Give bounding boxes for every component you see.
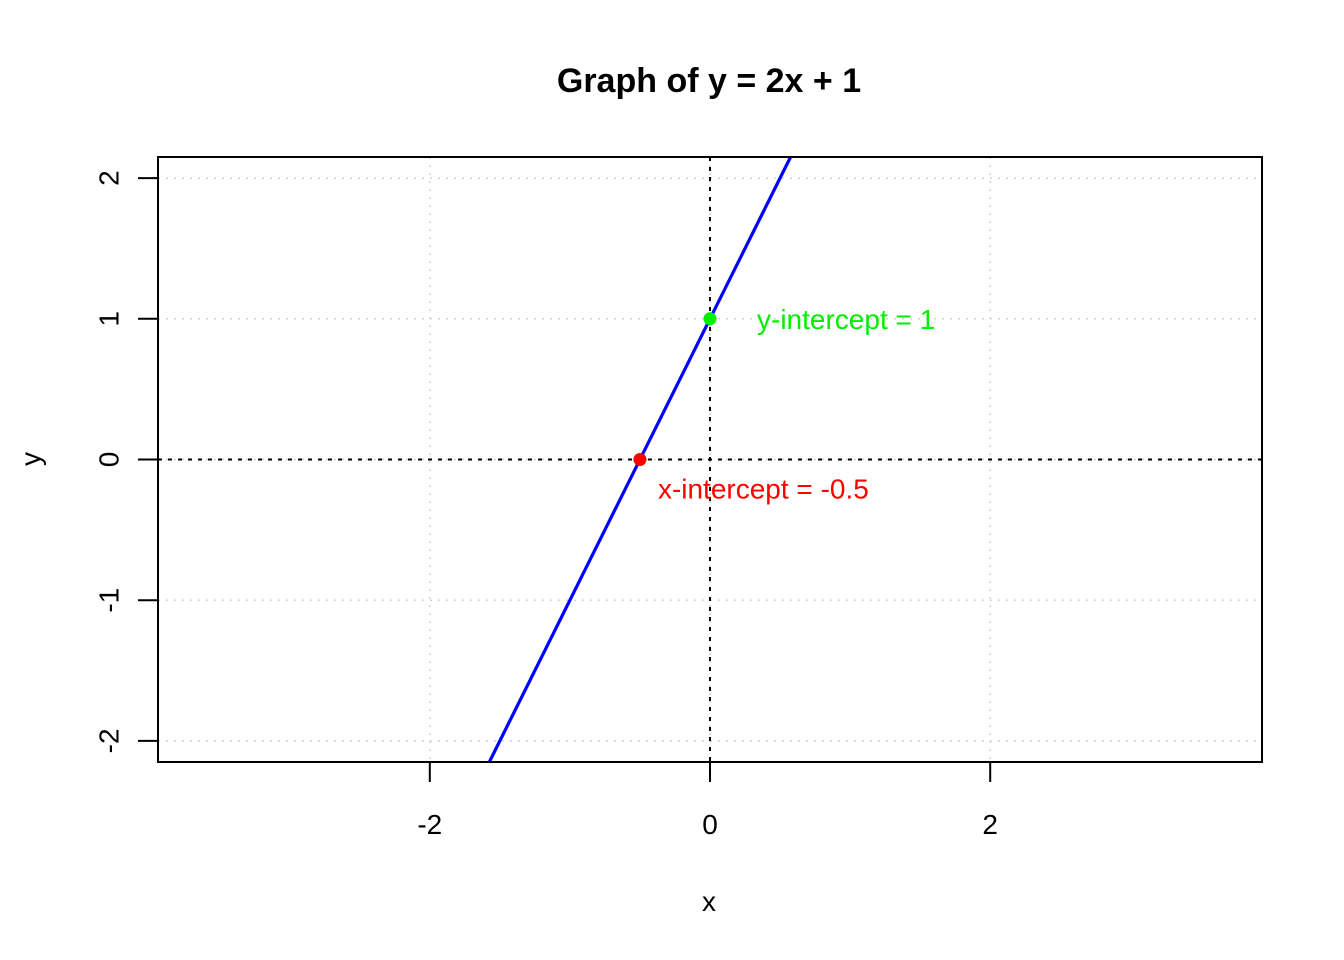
- x-axis-label: x: [702, 886, 716, 917]
- y-tick-label: 0: [93, 452, 124, 468]
- intercept-point: [703, 312, 717, 326]
- intercept-point: [633, 453, 647, 466]
- y-axis-label: y: [15, 452, 46, 466]
- y-tick-label: 2: [93, 170, 124, 186]
- y-tick-label: -1: [93, 588, 124, 613]
- y-axis: -2 -1 0 1 2: [93, 170, 158, 753]
- x-tick-label: -2: [417, 809, 442, 840]
- intercept-points: [633, 312, 717, 466]
- point-annotations: x-intercept = -0.5 y-intercept = 1: [658, 304, 935, 505]
- x-tick-label: 2: [982, 809, 998, 840]
- chart-title: Graph of y = 2x + 1: [557, 62, 861, 100]
- x-axis: -2 0 2: [417, 762, 998, 840]
- y-intercept-label: y-intercept = 1: [757, 304, 935, 335]
- reference-lines: [158, 157, 1262, 762]
- x-intercept-label: x-intercept = -0.5: [658, 474, 869, 505]
- y-tick-label: -2: [93, 728, 124, 753]
- y-tick-label: 1: [93, 311, 124, 327]
- x-tick-label: 0: [702, 809, 718, 840]
